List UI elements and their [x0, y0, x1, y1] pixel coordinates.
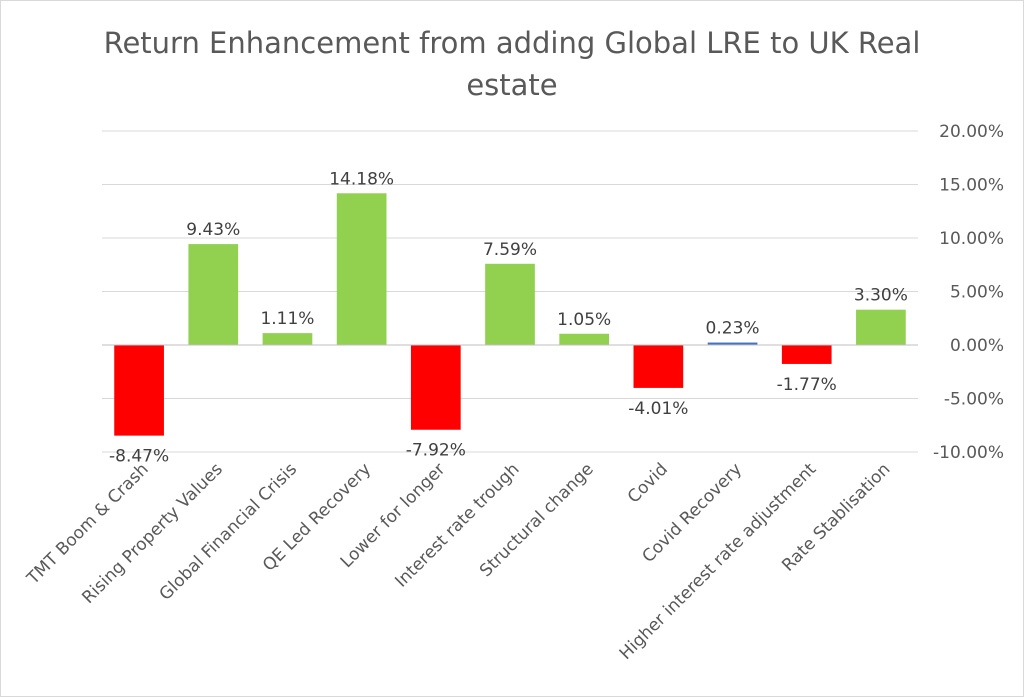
bar — [707, 342, 758, 345]
data-label: 0.23% — [706, 319, 760, 339]
y-tick-label: -10.00% — [933, 443, 1004, 463]
category-label: Rising Property Values — [78, 459, 227, 608]
bar — [336, 193, 387, 345]
data-label: 3.30% — [854, 286, 908, 306]
bar — [262, 333, 313, 345]
y-tick-label: 0.00% — [950, 336, 1004, 356]
bar — [559, 333, 610, 345]
y-tick-label: 15.00% — [939, 176, 1004, 196]
data-label: 9.43% — [186, 220, 240, 240]
data-label: 14.18% — [329, 169, 394, 189]
chart-title-line-1: Return Enhancement from adding Global LR… — [103, 26, 921, 60]
data-label: -8.47% — [109, 447, 169, 467]
y-tick-label: 20.00% — [939, 122, 1004, 142]
category-label: Covid — [624, 459, 672, 507]
data-label: -1.77% — [777, 375, 837, 395]
y-tick-label: 5.00% — [950, 283, 1004, 303]
y-tick-label: -5.00% — [944, 390, 1004, 410]
bar — [856, 309, 906, 345]
y-tick-label: 10.00% — [939, 229, 1004, 249]
bar — [781, 345, 832, 364]
category-label: TMT Boom & Crash — [23, 459, 153, 589]
data-label: -4.01% — [628, 399, 688, 419]
category-label: Global Financial Crisis — [156, 459, 301, 604]
data-label: 7.59% — [483, 240, 537, 260]
data-label: 1.05% — [557, 310, 611, 330]
bar — [410, 345, 461, 430]
bar — [633, 345, 684, 388]
bar — [114, 345, 164, 436]
category-label: Interest rate trough — [391, 459, 523, 591]
chart-title: Return Enhancement from adding Global LR… — [0, 22, 1024, 106]
bar — [485, 263, 535, 345]
chart-title-line-2: estate — [466, 68, 558, 102]
data-label: -7.92% — [406, 441, 466, 461]
data-label: 1.11% — [260, 309, 314, 329]
bar — [188, 244, 239, 345]
